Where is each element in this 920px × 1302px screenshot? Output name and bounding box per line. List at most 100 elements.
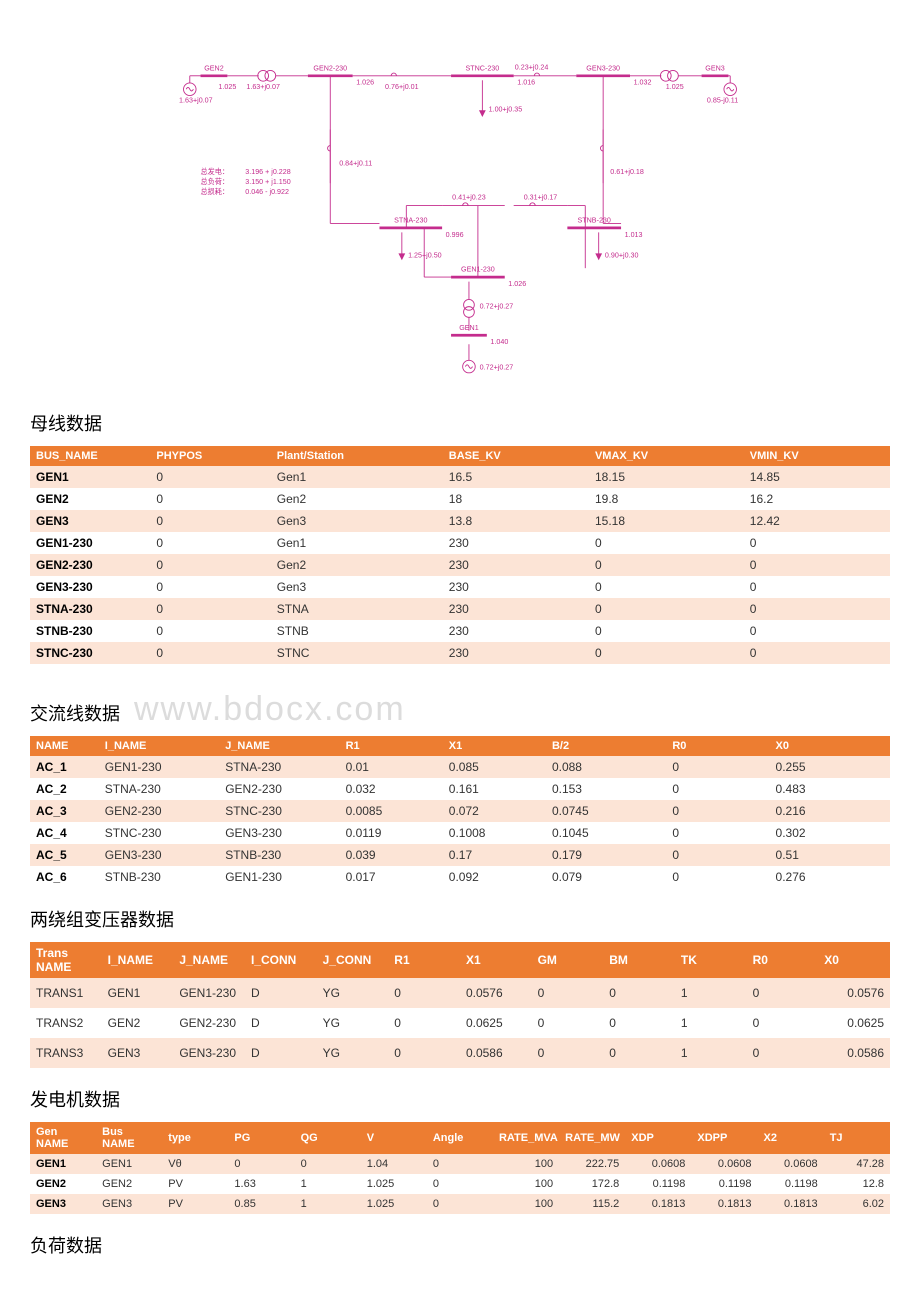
table-cell: 0.302	[770, 822, 890, 844]
table-cell: GEN1	[30, 1154, 96, 1174]
table-cell: 16.5	[443, 466, 589, 488]
svg-text:0.76+j0.01: 0.76+j0.01	[385, 83, 419, 91]
table-cell: STNC-230	[30, 642, 150, 664]
col-header: TJ	[824, 1122, 890, 1154]
table-cell: 1	[295, 1174, 361, 1194]
table-cell: 230	[443, 642, 589, 664]
table-cell: 0	[295, 1154, 361, 1174]
svg-text:STNC-230: STNC-230	[466, 64, 500, 72]
table-cell: GEN1-230	[30, 532, 150, 554]
table-cell: 14.85	[744, 466, 890, 488]
table-cell: Gen1	[271, 466, 443, 488]
table-cell: 18.15	[589, 466, 744, 488]
col-header: J_NAME	[173, 942, 245, 978]
table-cell: 0	[427, 1194, 493, 1214]
svg-text:0.23+j0.24: 0.23+j0.24	[515, 64, 549, 72]
svg-text:1.040: 1.040	[490, 338, 508, 346]
table-cell: AC_2	[30, 778, 99, 800]
gen-section-title: 发电机数据	[30, 1086, 890, 1112]
table-cell: STNA-230	[219, 756, 339, 778]
svg-text:0.31+j0.17: 0.31+j0.17	[524, 193, 558, 201]
col-header: X1	[443, 736, 546, 756]
col-header: X0	[770, 736, 890, 756]
svg-text:0.84+j0.11: 0.84+j0.11	[339, 159, 372, 167]
trans-table: Trans NAMEI_NAMEJ_NAMEI_CONNJ_CONNR1X1GM…	[30, 942, 890, 1068]
table-cell: Gen3	[271, 576, 443, 598]
table-cell: 172.8	[559, 1174, 625, 1194]
svg-text:STNA-230: STNA-230	[394, 217, 427, 225]
table-cell: GEN2-230	[219, 778, 339, 800]
svg-text:STNB-230: STNB-230	[578, 217, 611, 225]
table-row: GEN2-2300Gen223000	[30, 554, 890, 576]
svg-text:GEN3: GEN3	[705, 64, 724, 72]
table-cell: GEN2-230	[173, 1008, 245, 1038]
svg-text:0.90+j0.30: 0.90+j0.30	[605, 251, 639, 259]
table-row: AC_1GEN1-230STNA-2300.010.0850.08800.255	[30, 756, 890, 778]
svg-text:0.85-j0.11: 0.85-j0.11	[707, 97, 738, 105]
table-cell: 0.1045	[546, 822, 666, 844]
svg-text:GEN1-230: GEN1-230	[461, 266, 495, 274]
table-cell: 0.0745	[546, 800, 666, 822]
svg-text:0.996: 0.996	[446, 231, 464, 239]
svg-text:GEN1: GEN1	[459, 324, 478, 332]
table-cell: TRANS1	[30, 978, 102, 1008]
table-row: STNA-2300STNA23000	[30, 598, 890, 620]
table-row: GEN1-2300Gen123000	[30, 532, 890, 554]
table-cell: 0	[388, 1008, 460, 1038]
table-cell: AC_6	[30, 866, 99, 888]
power-system-diagram: GEN2GEN2-2301.026STNC-2301.016GEN3-2301.…	[140, 40, 780, 380]
table-cell: 0	[744, 642, 890, 664]
table-cell: 0.039	[340, 844, 443, 866]
table-row: STNB-2300STNB23000	[30, 620, 890, 642]
col-header: PHYPOS	[150, 446, 270, 466]
col-header: BM	[603, 942, 675, 978]
table-cell: 100	[493, 1194, 559, 1214]
table-cell: GEN2-230	[99, 800, 219, 822]
svg-text:GEN3-230: GEN3-230	[586, 64, 620, 72]
table-cell: 0	[388, 1038, 460, 1068]
table-cell: 0.161	[443, 778, 546, 800]
table-cell: 230	[443, 598, 589, 620]
svg-text:3.150 + j1.150: 3.150 + j1.150	[245, 178, 290, 186]
table-cell: 0.17	[443, 844, 546, 866]
col-header: B/2	[546, 736, 666, 756]
bus-table: BUS_NAMEPHYPOSPlant/StationBASE_KVVMAX_K…	[30, 446, 890, 664]
svg-text:总负荷：: 总负荷：	[201, 177, 230, 186]
table-cell: GEN3-230	[99, 844, 219, 866]
col-header: BASE_KV	[443, 446, 589, 466]
table-cell: 13.8	[443, 510, 589, 532]
table-cell: GEN3	[96, 1194, 162, 1214]
svg-text:GEN2-230: GEN2-230	[313, 64, 347, 72]
svg-text:总发电：: 总发电：	[201, 167, 230, 176]
table-cell: 230	[443, 576, 589, 598]
svg-text:0.41+j0.23: 0.41+j0.23	[452, 193, 486, 201]
table-cell: GEN3-230	[30, 576, 150, 598]
table-cell: TRANS2	[30, 1008, 102, 1038]
col-header: NAME	[30, 736, 99, 756]
table-cell: 47.28	[824, 1154, 890, 1174]
table-row: GEN1GEN1Vθ001.040100222.750.06080.06080.…	[30, 1154, 890, 1174]
table-cell: 0.0608	[691, 1154, 757, 1174]
table-cell: GEN2	[30, 1174, 96, 1194]
table-cell: 16.2	[744, 488, 890, 510]
table-cell: 0	[228, 1154, 294, 1174]
table-cell: 1.63	[228, 1174, 294, 1194]
svg-text:1.013: 1.013	[625, 231, 643, 239]
table-cell: 230	[443, 620, 589, 642]
table-row: GEN30Gen313.815.1812.42	[30, 510, 890, 532]
svg-text:1.025: 1.025	[218, 83, 236, 91]
table-cell: 0	[747, 978, 819, 1008]
col-header: X2	[758, 1122, 824, 1154]
table-cell: 0	[532, 978, 604, 1008]
table-cell: 0	[666, 756, 769, 778]
table-cell: 0	[589, 554, 744, 576]
table-cell: GEN1-230	[173, 978, 245, 1008]
table-cell: 1.04	[361, 1154, 427, 1174]
table-cell: 0	[532, 1038, 604, 1068]
table-cell: PV	[162, 1174, 228, 1194]
table-cell: 230	[443, 554, 589, 576]
col-header: XDPP	[691, 1122, 757, 1154]
table-cell: D	[245, 1038, 317, 1068]
load-section-title: 负荷数据	[30, 1232, 890, 1258]
col-header: RATE_MVA	[493, 1122, 559, 1154]
